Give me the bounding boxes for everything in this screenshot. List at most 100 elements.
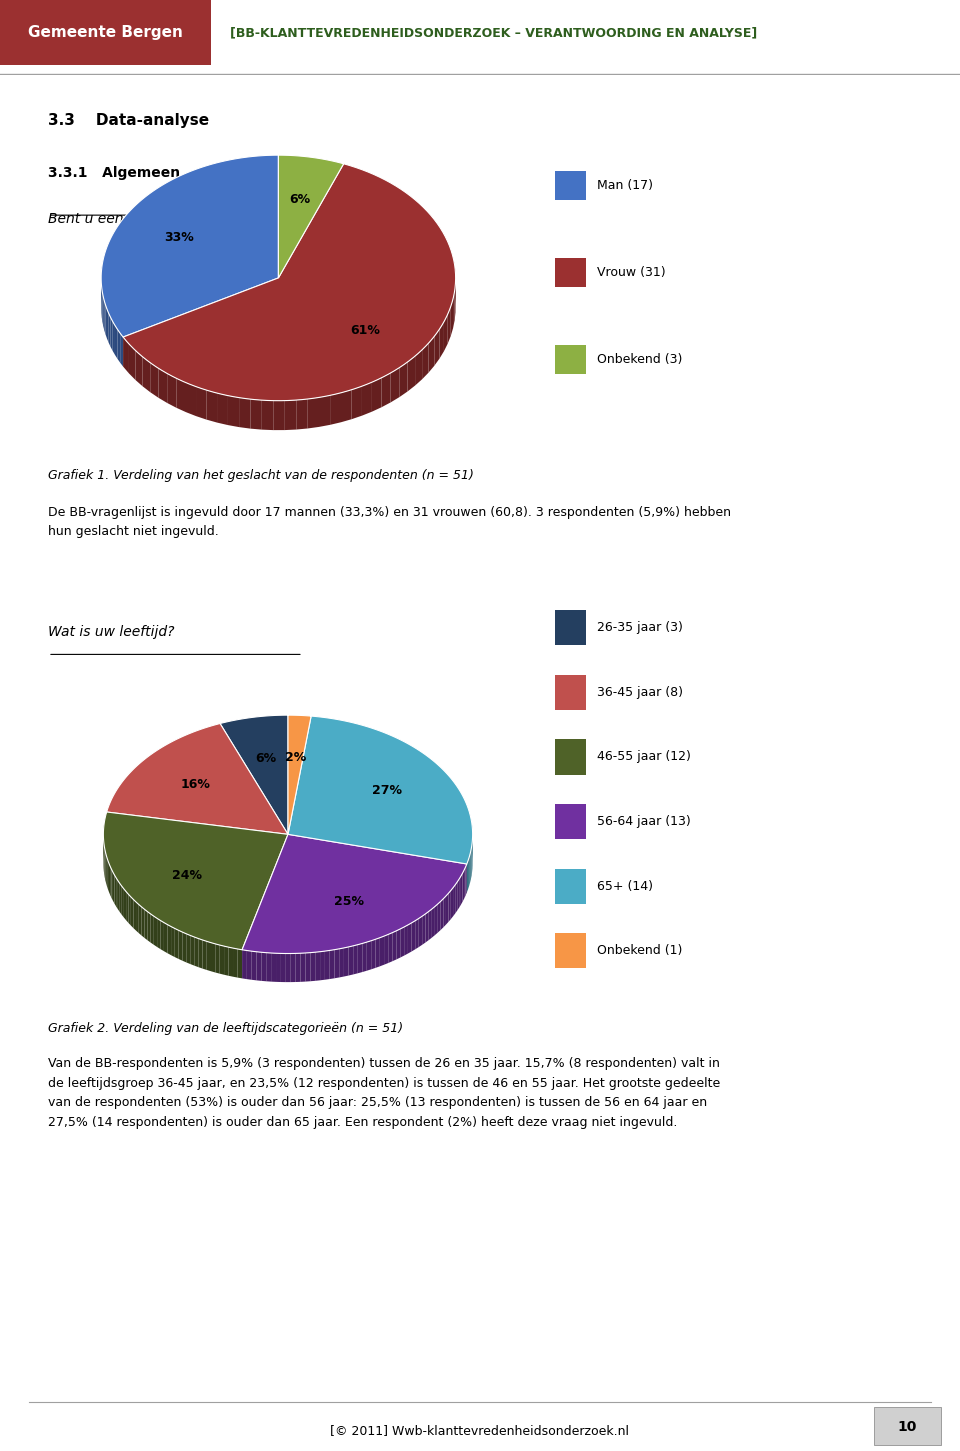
Text: 6%: 6%	[289, 193, 310, 206]
Text: 27%: 27%	[372, 785, 402, 797]
Polygon shape	[396, 929, 400, 959]
Text: Grafiek 2. Verdeling van de leeftijdscategorieën (n = 51): Grafiek 2. Verdeling van de leeftijdscat…	[48, 1023, 403, 1035]
Text: Grafiek 1. Verdeling van het geslacht van de respondenten (n = 51): Grafiek 1. Verdeling van het geslacht va…	[48, 469, 474, 482]
Polygon shape	[444, 897, 446, 927]
Polygon shape	[297, 399, 308, 429]
Polygon shape	[115, 325, 117, 358]
Polygon shape	[157, 918, 160, 949]
Polygon shape	[422, 914, 425, 945]
Text: 10: 10	[898, 1419, 917, 1434]
Polygon shape	[419, 916, 422, 948]
Polygon shape	[107, 724, 288, 834]
Polygon shape	[391, 367, 399, 402]
Bar	[555, 933, 586, 968]
Polygon shape	[206, 942, 211, 971]
Polygon shape	[438, 901, 441, 933]
Polygon shape	[399, 363, 407, 398]
Polygon shape	[348, 946, 353, 975]
Polygon shape	[308, 398, 319, 428]
Polygon shape	[271, 953, 276, 982]
Polygon shape	[344, 948, 348, 977]
Polygon shape	[211, 943, 215, 972]
Polygon shape	[160, 920, 164, 952]
Bar	[555, 258, 586, 287]
Polygon shape	[126, 891, 129, 923]
Polygon shape	[464, 868, 466, 898]
Polygon shape	[429, 908, 432, 940]
Polygon shape	[131, 897, 133, 929]
Polygon shape	[233, 948, 237, 978]
Text: 36-45 jaar (8): 36-45 jaar (8)	[597, 686, 684, 699]
Polygon shape	[203, 940, 206, 969]
Polygon shape	[367, 940, 372, 971]
Polygon shape	[228, 948, 233, 977]
Polygon shape	[108, 313, 110, 347]
Polygon shape	[296, 953, 300, 982]
Polygon shape	[151, 914, 154, 945]
Polygon shape	[110, 318, 112, 351]
Polygon shape	[329, 949, 334, 979]
Polygon shape	[315, 952, 320, 981]
Polygon shape	[281, 953, 286, 982]
Polygon shape	[334, 949, 339, 978]
Polygon shape	[148, 911, 151, 943]
Polygon shape	[120, 884, 122, 914]
Polygon shape	[252, 952, 256, 981]
Polygon shape	[274, 400, 285, 429]
Polygon shape	[247, 950, 252, 979]
Polygon shape	[416, 918, 419, 949]
Polygon shape	[285, 400, 297, 429]
Polygon shape	[286, 953, 291, 982]
Polygon shape	[381, 373, 391, 408]
Polygon shape	[415, 350, 422, 386]
Text: [© 2011] Wwb-klanttevredenheidsonderzoek.nl: [© 2011] Wwb-klanttevredenheidsonderzoek…	[330, 1425, 630, 1436]
Polygon shape	[440, 322, 444, 358]
Text: 3.3    Data-analyse: 3.3 Data-analyse	[48, 113, 209, 129]
Polygon shape	[362, 942, 367, 972]
Polygon shape	[220, 945, 224, 975]
Polygon shape	[133, 900, 136, 930]
Polygon shape	[412, 921, 416, 952]
Polygon shape	[353, 945, 358, 975]
Polygon shape	[224, 946, 228, 975]
Polygon shape	[116, 878, 118, 910]
Polygon shape	[393, 932, 396, 961]
Polygon shape	[167, 924, 171, 955]
Bar	[555, 675, 586, 710]
Polygon shape	[451, 299, 453, 337]
Polygon shape	[459, 876, 461, 908]
Polygon shape	[182, 932, 186, 962]
Polygon shape	[388, 933, 393, 963]
Polygon shape	[105, 300, 106, 334]
Polygon shape	[123, 164, 456, 400]
Polygon shape	[453, 885, 455, 916]
Polygon shape	[145, 910, 148, 940]
Polygon shape	[186, 934, 190, 963]
Polygon shape	[122, 887, 124, 917]
Polygon shape	[422, 342, 428, 379]
Text: Onbekend (1): Onbekend (1)	[597, 945, 683, 958]
Polygon shape	[104, 813, 288, 950]
Polygon shape	[305, 953, 310, 981]
Polygon shape	[107, 309, 108, 342]
Polygon shape	[108, 863, 110, 895]
Polygon shape	[143, 357, 151, 392]
Polygon shape	[256, 952, 261, 981]
Polygon shape	[455, 882, 457, 914]
Text: 33%: 33%	[164, 231, 194, 244]
Polygon shape	[324, 950, 329, 979]
Polygon shape	[167, 373, 177, 408]
Polygon shape	[151, 363, 158, 398]
Polygon shape	[186, 383, 196, 416]
Polygon shape	[400, 927, 404, 958]
Polygon shape	[199, 939, 203, 969]
Text: 56-64 jaar (13): 56-64 jaar (13)	[597, 815, 691, 829]
Text: Man (17): Man (17)	[597, 180, 653, 192]
Text: Van de BB-respondenten is 5,9% (3 respondenten) tussen de 26 en 35 jaar. 15,7% (: Van de BB-respondenten is 5,9% (3 respon…	[48, 1058, 720, 1129]
Polygon shape	[262, 400, 274, 429]
Polygon shape	[215, 945, 220, 974]
Polygon shape	[242, 950, 247, 979]
Polygon shape	[319, 395, 330, 427]
Polygon shape	[206, 390, 217, 422]
Polygon shape	[463, 871, 464, 901]
